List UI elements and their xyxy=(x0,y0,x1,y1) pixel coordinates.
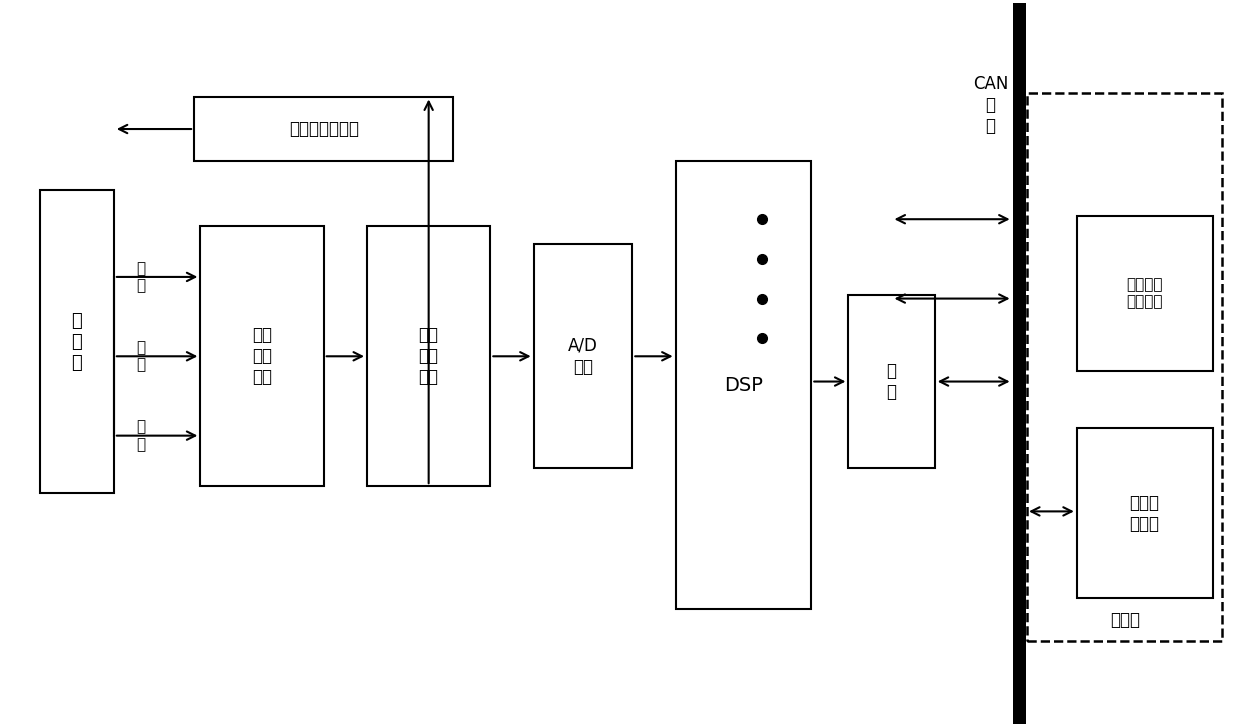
Bar xyxy=(367,226,490,486)
Bar xyxy=(1076,216,1213,371)
Text: 电
流: 电 流 xyxy=(136,340,145,372)
Text: CAN
总
线: CAN 总 线 xyxy=(972,75,1008,134)
Bar xyxy=(676,161,811,608)
Text: 通
讯: 通 讯 xyxy=(887,362,897,401)
Text: A/D
转换: A/D 转换 xyxy=(568,337,598,376)
Text: 信号
调理
电路: 信号 调理 电路 xyxy=(252,326,272,386)
Text: 均衡保护
管理模块: 均衡保护 管理模块 xyxy=(1126,277,1163,310)
Text: 充放电管理模块: 充放电管理模块 xyxy=(289,120,358,138)
Bar xyxy=(40,190,114,494)
Bar xyxy=(1028,93,1223,641)
Text: DSP: DSP xyxy=(724,376,763,395)
Text: 充电桩
控制器: 充电桩 控制器 xyxy=(1130,494,1159,533)
Bar xyxy=(195,97,454,161)
Text: 温
度: 温 度 xyxy=(136,419,145,452)
Text: 充电桩: 充电桩 xyxy=(1110,611,1140,629)
Bar xyxy=(1013,3,1027,724)
Text: 电
压: 电 压 xyxy=(136,261,145,293)
Bar xyxy=(848,295,935,468)
Bar xyxy=(533,244,632,468)
Bar xyxy=(1076,428,1213,598)
Bar xyxy=(201,226,324,486)
Text: 选通
保持
电路: 选通 保持 电路 xyxy=(419,326,439,386)
Text: 蓄
电
池: 蓄 电 池 xyxy=(72,312,82,371)
